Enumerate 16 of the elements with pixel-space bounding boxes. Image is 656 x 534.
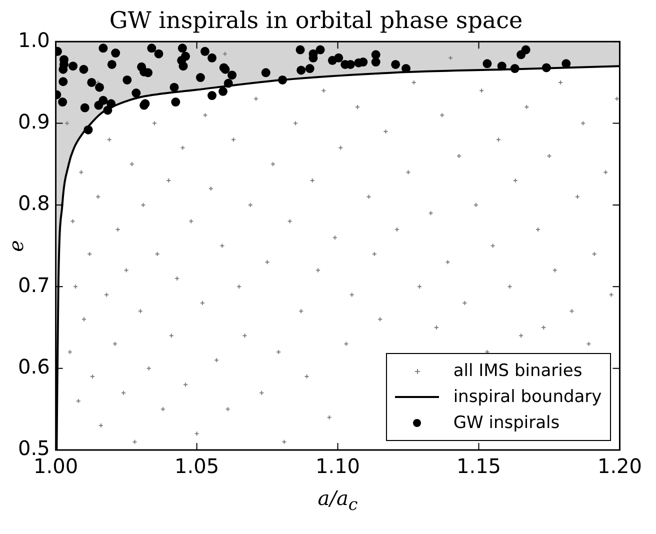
y-tick-label: 0.7	[18, 272, 50, 297]
y-tick-label: 0.6	[18, 354, 50, 379]
x-tick-label: 1.20	[597, 454, 642, 478]
y-tick-label: 0.9	[18, 109, 50, 134]
x-axis-title: a/a$_{c}$	[316, 486, 359, 514]
x-tick-label: 1.10	[316, 454, 360, 478]
y-axis-title: e	[4, 240, 28, 252]
legend-label: inspiral boundary	[453, 387, 602, 407]
legend-label: GW inspirals	[453, 413, 560, 433]
x-tick-label: 1.15	[456, 454, 502, 478]
y-tick-label: 1.0	[18, 28, 50, 52]
chart-title: GW inspirals in orbital phase space	[109, 8, 523, 34]
legend-label: all IMS binaries	[453, 361, 582, 381]
x-tick-label: 1.05	[174, 454, 220, 478]
x-tick-label: 1.00	[34, 454, 78, 478]
y-tick-label: 0.8	[18, 191, 50, 216]
